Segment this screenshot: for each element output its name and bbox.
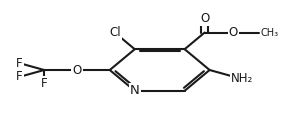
Text: Cl: Cl <box>109 26 121 39</box>
Text: F: F <box>41 77 48 90</box>
Text: O: O <box>200 12 209 25</box>
Text: N: N <box>130 84 140 97</box>
Text: F: F <box>16 57 23 70</box>
Text: F: F <box>16 70 23 83</box>
Text: CH₃: CH₃ <box>260 28 278 38</box>
Text: O: O <box>72 64 82 76</box>
Text: O: O <box>228 26 238 39</box>
Text: NH₂: NH₂ <box>231 72 253 85</box>
